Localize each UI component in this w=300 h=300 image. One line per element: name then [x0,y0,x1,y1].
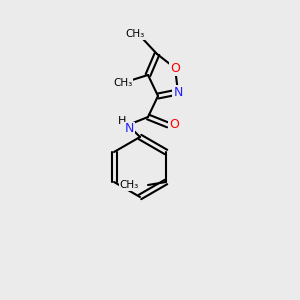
Text: O: O [170,61,180,74]
Text: CH₃: CH₃ [125,29,145,39]
Text: N: N [124,122,134,136]
Text: CH₃: CH₃ [113,78,133,88]
Text: N: N [173,85,183,98]
Text: CH₃: CH₃ [120,180,139,190]
Text: O: O [169,118,179,131]
Text: H: H [118,116,126,126]
